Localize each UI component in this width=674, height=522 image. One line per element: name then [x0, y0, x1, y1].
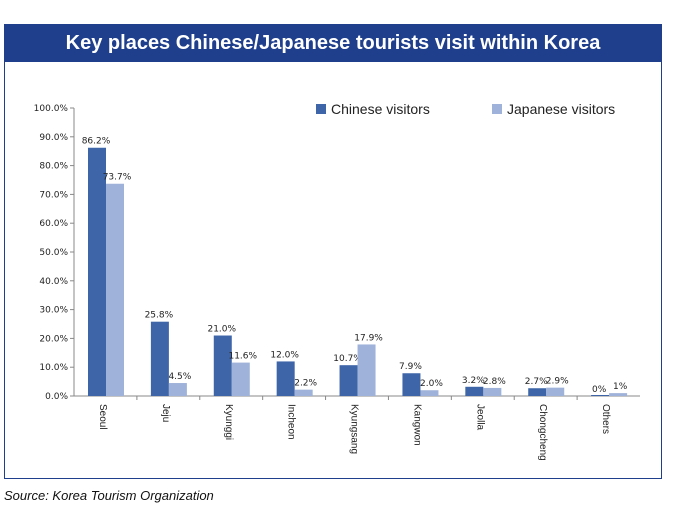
y-tick-label: 40.0% [39, 277, 68, 287]
bar-chinese [591, 395, 610, 396]
y-tick-label: 10.0% [39, 363, 68, 373]
bar-japanese [106, 183, 124, 396]
y-tick-label: 100.0% [34, 104, 69, 114]
bar-chinese [465, 386, 484, 396]
bar-chinese [150, 321, 169, 396]
category-label: Jeolla [474, 404, 485, 431]
legend-swatch [316, 104, 326, 114]
data-label: 73.7% [103, 173, 132, 183]
y-tick-label: 50.0% [39, 248, 68, 258]
legend-swatch [492, 104, 502, 114]
data-label: 2.2% [294, 379, 317, 389]
bar-chinese [339, 365, 358, 396]
data-label: 11.6% [228, 352, 257, 362]
data-label: 10.7% [333, 354, 362, 364]
y-tick-label: 0.0% [45, 392, 68, 402]
data-label: 1% [613, 382, 628, 392]
y-tick-label: 80.0% [39, 162, 68, 172]
source-note: Source: Korea Tourism Organization [4, 488, 214, 503]
y-tick-label: 60.0% [39, 219, 68, 229]
data-label: 2.9% [546, 377, 569, 387]
bar-chinese [276, 361, 295, 396]
bar-japanese [168, 383, 187, 396]
data-label: 0% [592, 385, 607, 395]
data-label: 3.2% [462, 376, 485, 386]
y-tick-label: 70.0% [39, 190, 68, 200]
category-label: Chongcheng [537, 404, 548, 461]
bar-chinese [213, 335, 232, 396]
bar-japanese [609, 393, 628, 396]
category-label: Kyunggi [223, 404, 234, 440]
bar-japanese [231, 362, 250, 396]
bar-japanese [420, 390, 439, 396]
category-label: Jeju [160, 404, 171, 422]
bar-japanese [546, 387, 565, 396]
bar-japanese [294, 389, 313, 396]
bar-chinese [88, 147, 106, 396]
legend-label: Chinese visitors [331, 101, 430, 117]
category-label: Seoul [97, 404, 108, 430]
bar-chinese [528, 388, 547, 396]
data-label: 7.9% [399, 362, 422, 372]
y-tick-label: 20.0% [39, 334, 68, 344]
category-label: Kangwon [411, 404, 422, 446]
data-label: 12.0% [270, 350, 299, 360]
category-label: Kyungsang [349, 404, 360, 454]
data-label: 2.0% [420, 379, 443, 389]
data-label: 17.9% [354, 333, 383, 343]
bar-chinese [402, 373, 421, 396]
y-tick-label: 90.0% [39, 133, 68, 143]
data-label: 86.2% [82, 137, 111, 147]
data-label: 2.8% [483, 377, 506, 387]
bar-japanese [483, 387, 502, 396]
y-tick-label: 30.0% [39, 306, 68, 316]
data-label: 25.8% [145, 311, 174, 321]
category-label: Others [600, 404, 611, 434]
category-label: Incheon [286, 404, 297, 440]
data-label: 4.5% [168, 372, 191, 382]
data-label: 2.7% [525, 377, 548, 387]
legend-label: Japanese visitors [507, 101, 615, 117]
data-label: 21.0% [207, 325, 236, 335]
bar-japanese [357, 344, 376, 396]
chart-title: Key places Chinese/Japanese tourists vis… [4, 24, 662, 62]
